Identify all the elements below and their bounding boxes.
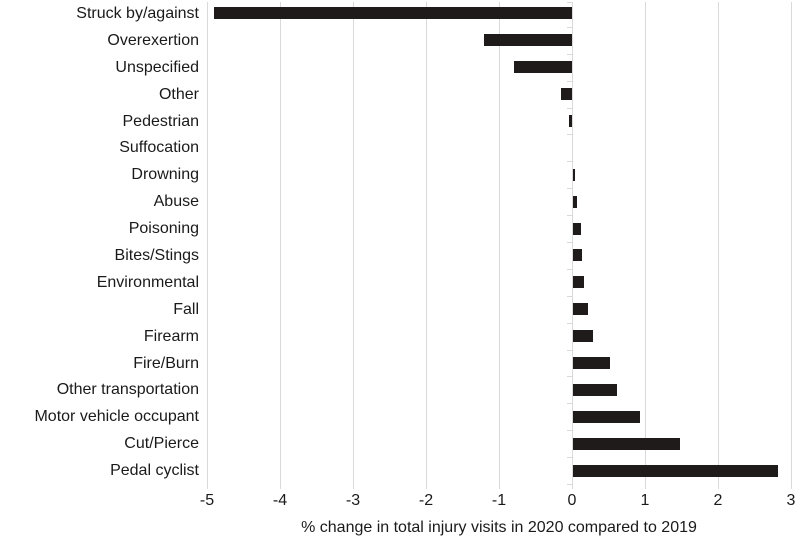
category-axis-tick-mark bbox=[567, 350, 572, 351]
x-axis-tick-mark bbox=[426, 484, 427, 489]
x-tick-label--3: -3 bbox=[345, 492, 361, 509]
gridline-x--2 bbox=[426, 2, 427, 484]
category-axis-tick-mark bbox=[567, 296, 572, 297]
x-tick-label-1: 1 bbox=[640, 492, 650, 509]
bar-abuse bbox=[573, 196, 578, 208]
bar-unspecified bbox=[513, 61, 572, 73]
x-axis-tick-mark bbox=[572, 484, 573, 489]
gridline-x-1 bbox=[645, 2, 646, 484]
gridline-x--4 bbox=[280, 2, 281, 484]
category-axis-tick-mark bbox=[567, 457, 572, 458]
bar-firearm bbox=[573, 330, 593, 342]
category-label-pedestrian: Pedestrian bbox=[122, 113, 200, 130]
category-axis-tick-mark bbox=[567, 376, 572, 377]
x-axis-tick-mark bbox=[718, 484, 719, 489]
category-axis-tick-mark bbox=[567, 54, 572, 55]
x-axis-title: % change in total injury visits in 2020 … bbox=[301, 519, 697, 536]
category-axis-tick-mark bbox=[567, 2, 572, 3]
x-axis-tick-mark bbox=[207, 484, 208, 489]
category-label-suffocation: Suffocation bbox=[119, 139, 199, 156]
category-axis-tick-mark bbox=[567, 215, 572, 216]
bar-pedestrian bbox=[569, 115, 572, 127]
category-axis-tick-mark bbox=[567, 161, 572, 162]
category-label-overexertion: Overexertion bbox=[107, 32, 199, 49]
x-tick-label--2: -2 bbox=[418, 492, 434, 509]
bar-pedal-cyclist bbox=[573, 465, 779, 477]
category-label-other: Other bbox=[158, 86, 199, 103]
x-tick-label-2: 2 bbox=[713, 492, 723, 509]
bar-fall bbox=[573, 303, 589, 315]
category-label-motor-vehicle-occupant: Motor vehicle occupant bbox=[34, 408, 199, 425]
category-axis-tick-mark bbox=[567, 430, 572, 431]
x-tick-label--1: -1 bbox=[491, 492, 507, 509]
category-label-pedal-cyclist: Pedal cyclist bbox=[110, 462, 199, 479]
category-label-fall: Fall bbox=[173, 301, 199, 318]
category-label-other-transportation: Other transportation bbox=[56, 381, 199, 398]
x-tick-label-3: 3 bbox=[786, 492, 796, 509]
category-axis-tick-mark bbox=[567, 188, 572, 189]
category-axis-tick-mark bbox=[567, 323, 572, 324]
gridline-x-2 bbox=[718, 2, 719, 484]
category-label-poisoning: Poisoning bbox=[128, 220, 199, 237]
x-axis-tick-mark bbox=[499, 484, 500, 489]
bar-overexertion bbox=[484, 34, 572, 46]
category-label-cut-pierce: Cut/Pierce bbox=[124, 435, 199, 452]
category-label-bites-stings: Bites/Stings bbox=[114, 247, 199, 264]
bar-fire-burn bbox=[573, 357, 610, 369]
category-axis-tick-mark bbox=[567, 134, 572, 135]
bar-drowning bbox=[573, 169, 576, 181]
x-tick-label--5: -5 bbox=[199, 492, 215, 509]
bar-bites-stings bbox=[573, 249, 583, 261]
x-axis-tick-mark bbox=[791, 484, 792, 489]
bar-motor-vehicle-occupant bbox=[573, 411, 641, 423]
category-label-unspecified: Unspecified bbox=[115, 59, 199, 76]
category-axis-tick-mark bbox=[567, 108, 572, 109]
bar-struck-by-against bbox=[214, 7, 572, 19]
x-axis-tick-mark bbox=[280, 484, 281, 489]
gridline-x--1 bbox=[499, 2, 500, 484]
category-label-environmental: Environmental bbox=[96, 274, 199, 291]
gridline-x-0 bbox=[572, 2, 573, 484]
category-axis-tick-mark bbox=[567, 81, 572, 82]
x-tick-label-0: 0 bbox=[567, 492, 577, 509]
bar-cut-pierce bbox=[573, 438, 681, 450]
gridline-x--5 bbox=[207, 2, 208, 484]
gridline-x-3 bbox=[791, 2, 792, 484]
bar-poisoning bbox=[573, 223, 582, 235]
category-axis-tick-mark bbox=[567, 484, 572, 485]
bar-other bbox=[561, 88, 572, 100]
category-label-struck-by-against: Struck by/against bbox=[76, 5, 199, 22]
bar-environmental bbox=[573, 276, 584, 288]
category-axis-tick-mark bbox=[567, 27, 572, 28]
x-tick-label--4: -4 bbox=[272, 492, 288, 509]
category-label-fire-burn: Fire/Burn bbox=[133, 355, 199, 372]
category-label-firearm: Firearm bbox=[143, 328, 199, 345]
x-axis-tick-mark bbox=[353, 484, 354, 489]
category-label-drowning: Drowning bbox=[131, 166, 199, 183]
category-label-abuse: Abuse bbox=[153, 193, 199, 210]
x-axis-tick-mark bbox=[645, 484, 646, 489]
bar-other-transportation bbox=[573, 384, 617, 396]
gridline-x--3 bbox=[353, 2, 354, 484]
category-axis-tick-mark bbox=[567, 403, 572, 404]
category-axis-tick-mark bbox=[567, 242, 572, 243]
category-axis-tick-mark bbox=[567, 269, 572, 270]
